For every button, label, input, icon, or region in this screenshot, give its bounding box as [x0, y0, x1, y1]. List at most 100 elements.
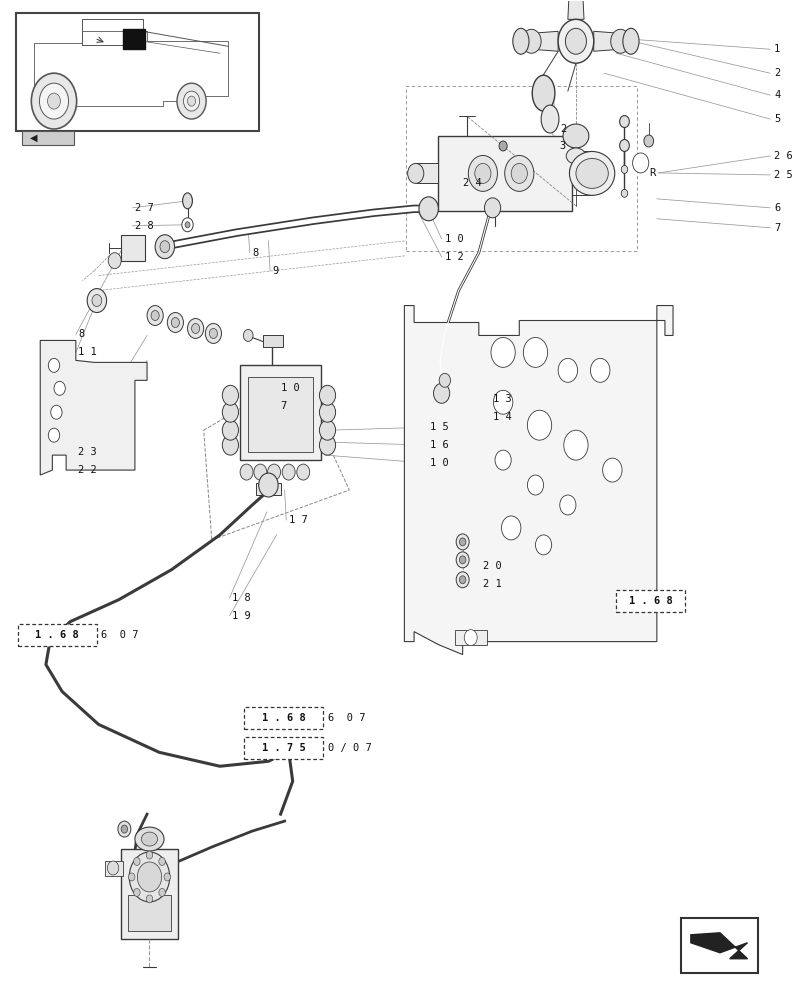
Circle shape — [48, 93, 60, 109]
Text: 2 4: 2 4 — [462, 178, 481, 188]
Circle shape — [222, 402, 238, 422]
Ellipse shape — [135, 827, 164, 851]
Bar — [256, 483, 281, 495]
Ellipse shape — [575, 158, 607, 188]
Bar — [244, 737, 323, 759]
Ellipse shape — [141, 832, 157, 846]
Text: 2 3: 2 3 — [78, 447, 97, 457]
Text: 6: 6 — [773, 203, 779, 213]
Circle shape — [51, 405, 62, 419]
Text: ◀: ◀ — [30, 133, 37, 143]
Circle shape — [643, 135, 653, 147]
Circle shape — [572, 169, 578, 177]
Circle shape — [182, 195, 192, 207]
Circle shape — [49, 428, 59, 442]
Circle shape — [319, 435, 335, 455]
Circle shape — [511, 163, 526, 183]
Bar — [438, 136, 571, 211]
Text: 5: 5 — [773, 114, 779, 124]
Circle shape — [459, 576, 466, 584]
Circle shape — [493, 390, 513, 414]
Circle shape — [222, 385, 238, 405]
Circle shape — [240, 464, 253, 480]
Text: 1 . 6 8: 1 . 6 8 — [629, 596, 672, 606]
Circle shape — [146, 851, 152, 859]
Circle shape — [590, 358, 609, 382]
Circle shape — [459, 556, 466, 564]
Text: 9: 9 — [272, 266, 278, 276]
Circle shape — [177, 83, 206, 119]
Circle shape — [433, 383, 449, 403]
Text: 1 . 6 8: 1 . 6 8 — [36, 630, 79, 640]
Circle shape — [619, 140, 629, 151]
Circle shape — [92, 295, 101, 307]
Ellipse shape — [513, 28, 528, 54]
Text: 2 8: 2 8 — [135, 221, 153, 231]
Text: 2: 2 — [773, 68, 779, 78]
Circle shape — [222, 435, 238, 455]
Circle shape — [167, 313, 183, 332]
Bar — [415, 163, 438, 183]
Circle shape — [534, 535, 551, 555]
Text: 1 0: 1 0 — [444, 234, 463, 244]
Circle shape — [243, 329, 253, 341]
Text: 1 6: 1 6 — [430, 440, 448, 450]
Circle shape — [259, 473, 278, 497]
Ellipse shape — [182, 193, 192, 209]
Circle shape — [121, 825, 127, 833]
Circle shape — [254, 464, 267, 480]
Circle shape — [171, 318, 179, 327]
Bar — [18, 624, 97, 646]
Text: R: R — [648, 168, 654, 178]
Circle shape — [319, 420, 335, 440]
Circle shape — [559, 495, 575, 515]
Text: 1 3: 1 3 — [493, 394, 512, 404]
Circle shape — [407, 163, 423, 183]
Text: 1 . 6 8: 1 . 6 8 — [262, 713, 305, 723]
Circle shape — [464, 630, 477, 646]
Polygon shape — [567, 0, 583, 19]
Text: 1 7: 1 7 — [288, 515, 307, 525]
Circle shape — [619, 116, 629, 128]
Ellipse shape — [531, 75, 554, 111]
Text: 8: 8 — [252, 248, 258, 258]
Circle shape — [185, 222, 190, 228]
Circle shape — [209, 328, 217, 338]
Ellipse shape — [565, 148, 585, 164]
Circle shape — [418, 197, 438, 221]
Circle shape — [107, 861, 118, 875]
Circle shape — [151, 311, 159, 320]
Circle shape — [610, 29, 629, 53]
Circle shape — [521, 29, 540, 53]
Circle shape — [129, 852, 169, 902]
Text: 1 8: 1 8 — [232, 593, 251, 603]
Circle shape — [564, 28, 586, 54]
Text: 2 0: 2 0 — [483, 561, 501, 571]
Circle shape — [557, 358, 577, 382]
Text: 1 4: 1 4 — [493, 412, 512, 422]
Bar — [616, 590, 684, 612]
Circle shape — [205, 323, 221, 343]
Bar — [105, 861, 122, 876]
Text: 7: 7 — [281, 401, 286, 411]
Circle shape — [183, 91, 200, 111]
Circle shape — [134, 888, 140, 896]
Text: 6  0 7: 6 0 7 — [327, 713, 365, 723]
Circle shape — [491, 337, 515, 367]
Bar — [248, 377, 312, 452]
Circle shape — [439, 373, 450, 387]
Text: 2 6: 2 6 — [773, 151, 792, 161]
Circle shape — [484, 198, 500, 218]
Circle shape — [187, 96, 195, 106]
Bar — [244, 707, 323, 729]
Circle shape — [474, 163, 491, 183]
Circle shape — [32, 73, 76, 129]
Circle shape — [187, 319, 204, 338]
Ellipse shape — [569, 151, 614, 195]
Text: 1 0: 1 0 — [281, 383, 299, 393]
Circle shape — [501, 516, 521, 540]
Text: 0 / 0 7: 0 / 0 7 — [327, 743, 371, 753]
Circle shape — [54, 381, 65, 395]
Circle shape — [160, 241, 169, 253]
Circle shape — [563, 430, 587, 460]
